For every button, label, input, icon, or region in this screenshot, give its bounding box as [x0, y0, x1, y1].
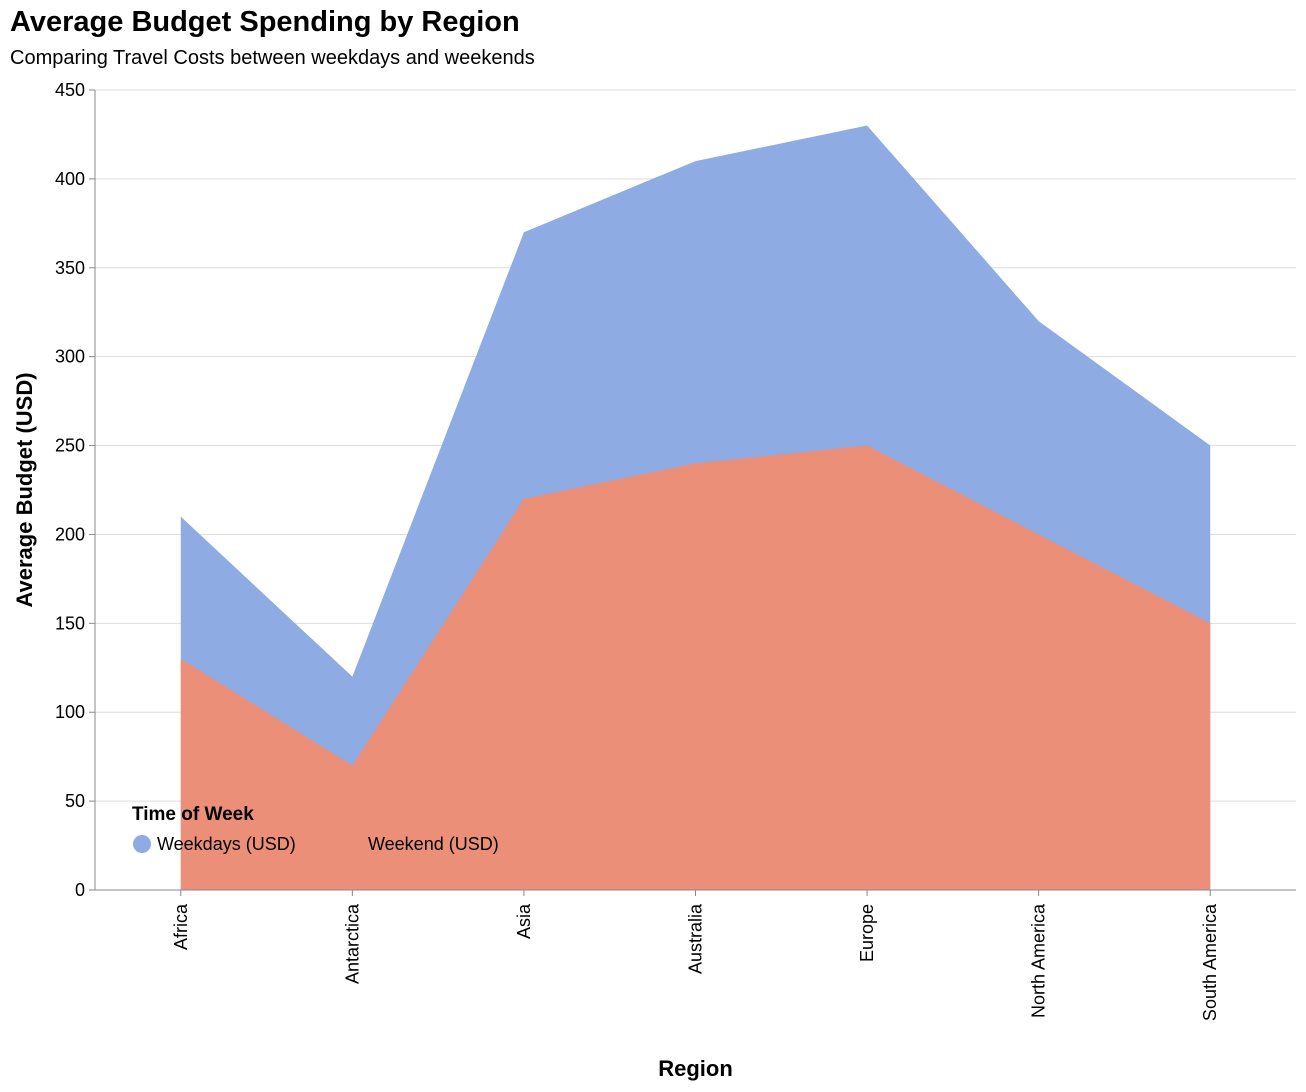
x-axis-title: Region [658, 1056, 733, 1081]
legend-title: Time of Week [132, 804, 254, 825]
y-tick-label: 350 [55, 258, 85, 278]
chart-subtitle: Comparing Travel Costs between weekdays … [10, 47, 535, 69]
x-tick-label: Australia [686, 903, 706, 974]
legend-swatch [133, 835, 151, 853]
x-tick-label: North America [1029, 903, 1049, 1018]
chart-title: Average Budget Spending by Region [10, 6, 520, 38]
y-tick-label: 150 [55, 613, 85, 633]
x-tick-label: Europe [857, 904, 877, 962]
y-tick-label: 200 [55, 524, 85, 544]
area-series [180, 125, 1211, 891]
y-tick-label: 50 [65, 791, 85, 811]
x-tick-label: Africa [171, 903, 191, 950]
x-tick-label: Antarctica [342, 903, 362, 984]
area-weekend-usd [180, 445, 1211, 890]
legend: Time of Week Weekdays (USD) Weekend (USD) [132, 804, 499, 854]
y-tick-label: 300 [55, 347, 85, 367]
y-tick-label: 400 [55, 169, 85, 189]
y-tick-label: 450 [55, 80, 85, 100]
y-tick-label: 250 [55, 436, 85, 456]
legend-label: Weekdays (USD) [157, 834, 296, 854]
axes: 0 50 100 150 200 250 300 350 400 450 Africa Antarct… [12, 80, 1296, 1081]
y-axis-title: Average Budget (USD) [12, 372, 37, 607]
legend-swatch [344, 835, 362, 853]
x-tick-label: Asia [514, 903, 534, 939]
y-tick-label: 100 [55, 702, 85, 722]
x-tick-label: South America [1200, 903, 1220, 1021]
y-tick-label: 0 [75, 880, 85, 900]
legend-label: Weekend (USD) [368, 834, 499, 854]
